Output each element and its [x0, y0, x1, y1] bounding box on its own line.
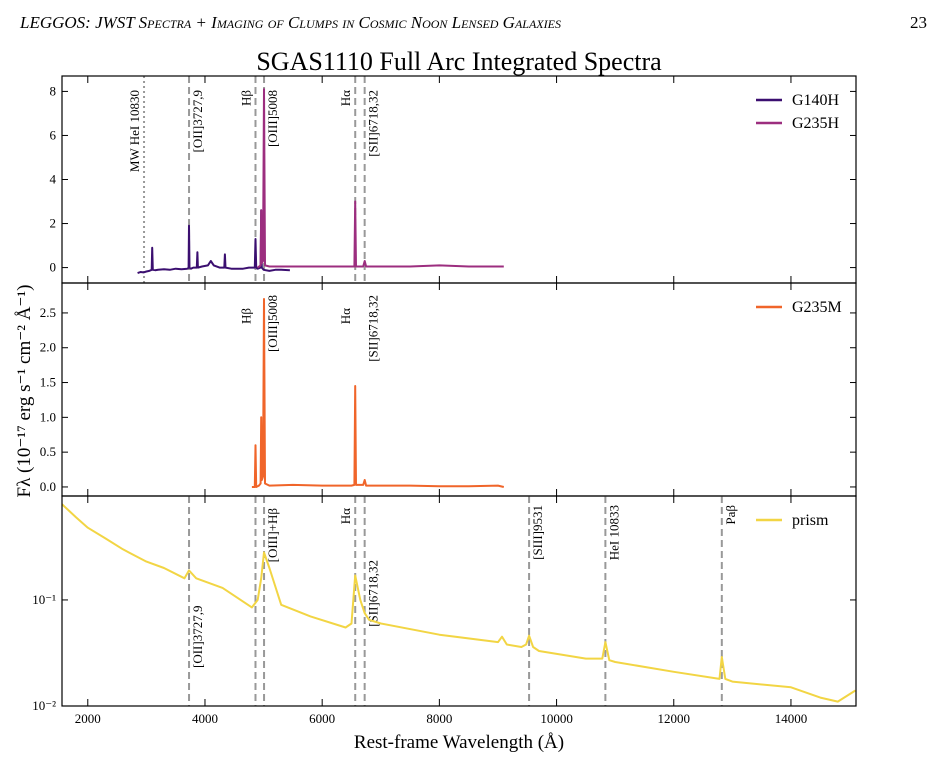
line-label: Hβ — [238, 90, 253, 106]
y-tick-label: 0 — [50, 260, 57, 275]
legend-label: G235M — [792, 299, 842, 316]
line-label: [SII]6718,32 — [366, 295, 381, 362]
legend-label: prism — [792, 512, 829, 529]
spectrum-line — [257, 88, 504, 269]
line-label: [OIII]5008 — [265, 90, 280, 147]
plot-frame — [61, 282, 857, 497]
y-tick-label: 10⁻² — [32, 698, 56, 713]
x-tick-label: 6000 — [309, 711, 335, 726]
line-label: Paβ — [723, 505, 738, 525]
x-tick-label: 12000 — [658, 711, 691, 726]
x-tick-label: 14000 — [775, 711, 808, 726]
line-label: [OIII]+Hβ — [265, 508, 280, 563]
y-tick-label: 10⁻¹ — [32, 592, 56, 607]
line-label: MW HeI 10830 — [127, 90, 142, 172]
y-tick-label: 6 — [50, 127, 57, 142]
plot-frame — [61, 495, 857, 707]
chart-title: SGAS1110 Full Arc Integrated Spectra — [256, 47, 662, 76]
y-tick-label: 0.0 — [40, 479, 56, 494]
y-tick-label: 0.5 — [40, 444, 56, 459]
line-label: Hα — [338, 308, 353, 324]
x-axis-label: Rest-frame Wavelength (Å) — [354, 732, 564, 753]
y-tick-label: 4 — [50, 172, 57, 187]
line-label: [OII]3727,9 — [190, 606, 205, 668]
line-label: HeI 10833 — [606, 505, 621, 560]
y-tick-label: 2.5 — [40, 305, 56, 320]
x-tick-label: 4000 — [192, 711, 218, 726]
y-tick-label: 1.5 — [40, 375, 56, 390]
y-tick-label: 1.0 — [40, 409, 56, 424]
legend-label: G235H — [792, 115, 840, 132]
line-label: Hα — [338, 508, 353, 524]
y-tick-label: 2.0 — [40, 340, 56, 355]
line-label: [OIII]5008 — [265, 295, 280, 352]
line-label: Hα — [338, 90, 353, 106]
x-tick-label: 10000 — [540, 711, 573, 726]
page-number: 23 — [910, 13, 927, 32]
plot-frame — [61, 75, 857, 284]
line-label: [OII]3727,9 — [190, 90, 205, 152]
line-label: [SII]6718,32 — [366, 560, 381, 627]
y-axis-label: Fλ (10⁻¹⁷ erg s⁻¹ cm⁻² Å⁻¹) — [14, 285, 35, 498]
y-tick-label: 8 — [50, 83, 57, 98]
line-label: [SII]6718,32 — [366, 90, 381, 157]
x-tick-label: 8000 — [426, 711, 452, 726]
running-header: LEGGOS: JWST Spectra + Imaging of Clumps… — [19, 13, 561, 32]
spectrum-line — [62, 503, 856, 703]
line-label: [SIII]9531 — [530, 505, 545, 560]
y-tick-label: 2 — [50, 216, 57, 231]
line-label: Hβ — [238, 308, 253, 324]
legend-label: G140H — [792, 92, 840, 109]
spectrum-line — [251, 298, 505, 488]
x-tick-label: 2000 — [75, 711, 101, 726]
spectrum-line — [137, 209, 290, 275]
